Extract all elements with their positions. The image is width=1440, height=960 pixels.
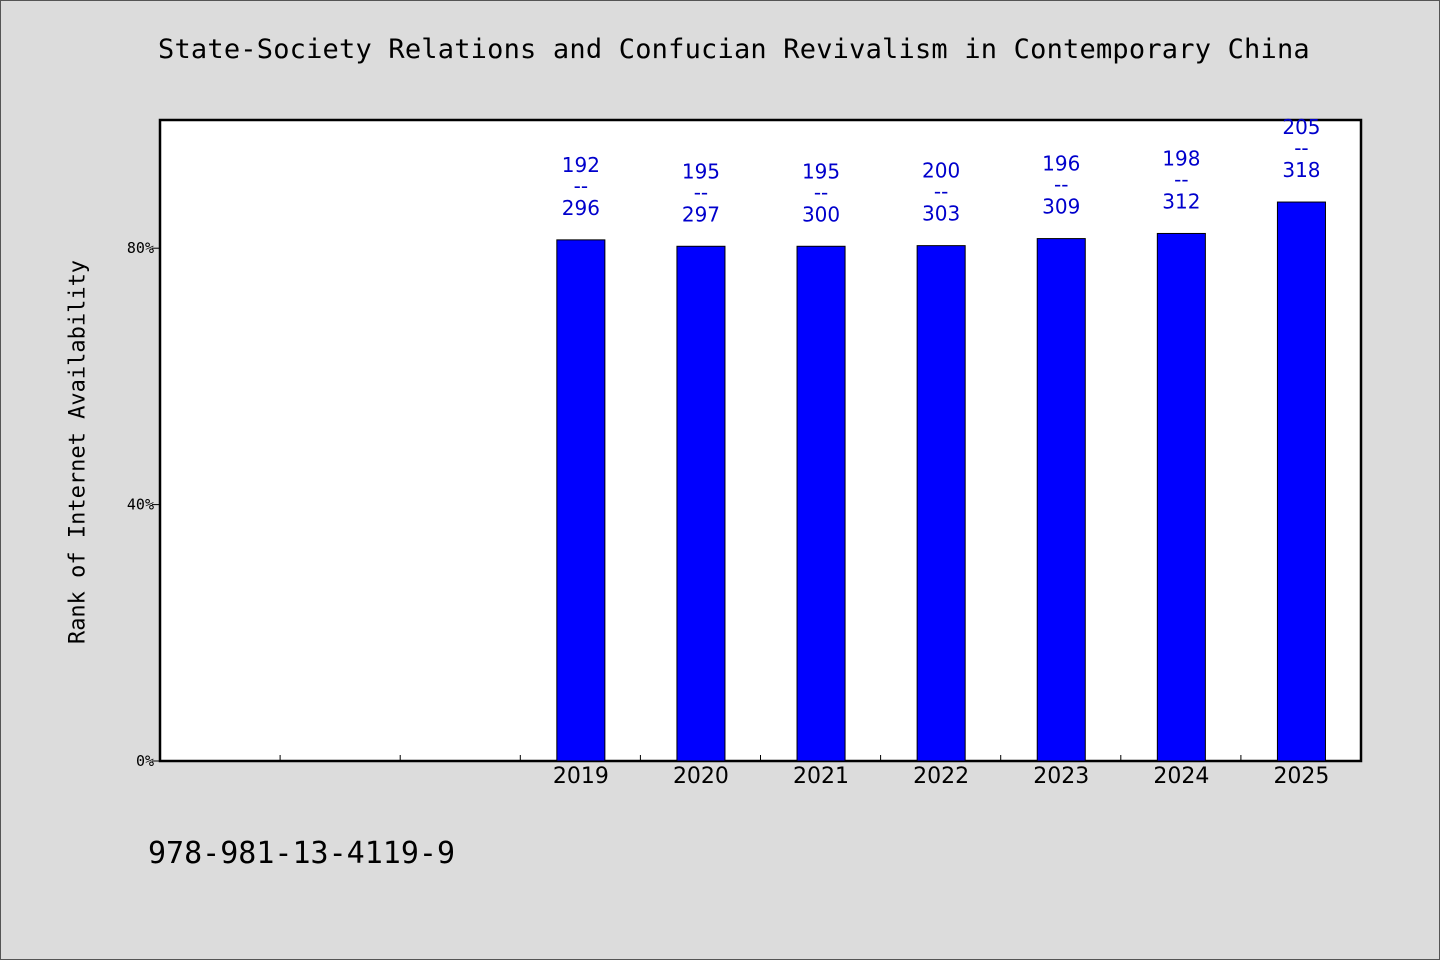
data-label-top: 200 xyxy=(922,159,960,183)
y-tick-label: 80% xyxy=(127,239,154,257)
data-label-bottom: 300 xyxy=(802,202,840,226)
bar xyxy=(1156,232,1206,762)
data-label-bottom: 312 xyxy=(1162,189,1200,213)
data-label-separator: -- xyxy=(814,180,828,204)
bar xyxy=(676,245,726,762)
data-label-separator: -- xyxy=(1054,173,1068,197)
bar xyxy=(796,245,846,762)
x-tick-label: 2023 xyxy=(1033,764,1089,789)
data-label-separator: -- xyxy=(694,180,708,204)
chart-title: State-Society Relations and Confucian Re… xyxy=(158,34,1310,65)
data-label-separator: -- xyxy=(1294,136,1308,160)
data-label-separator: -- xyxy=(934,180,948,204)
data-label-bottom: 296 xyxy=(562,196,600,220)
x-tick-label: 2022 xyxy=(913,764,969,789)
x-tick-label: 2019 xyxy=(553,764,609,789)
data-label-top: 192 xyxy=(562,153,600,177)
data-label-top: 195 xyxy=(682,159,720,183)
data-label-bottom: 303 xyxy=(922,202,960,226)
x-tick-label: 2021 xyxy=(793,764,849,789)
data-label-bottom: 318 xyxy=(1282,158,1320,182)
data-label-top: 196 xyxy=(1042,152,1080,176)
data-label-top: 205 xyxy=(1282,115,1320,139)
bar xyxy=(1276,201,1326,762)
data-label-top: 195 xyxy=(802,159,840,183)
bar xyxy=(1036,238,1086,762)
data-label-bottom: 309 xyxy=(1042,195,1080,219)
data-label-bottom: 297 xyxy=(682,202,720,226)
data-label-top: 198 xyxy=(1162,146,1200,170)
x-tick-label: 2024 xyxy=(1153,764,1209,789)
isbn-text: 978-981-13-4119-9 xyxy=(148,836,456,871)
y-tick-label: 40% xyxy=(127,496,154,514)
data-label-separator: -- xyxy=(574,174,588,198)
bar xyxy=(916,245,966,762)
y-tick-label: 0% xyxy=(136,752,154,770)
x-tick-label: 2020 xyxy=(673,764,729,789)
data-label-separator: -- xyxy=(1174,167,1188,191)
x-tick-label: 2025 xyxy=(1273,764,1329,789)
bar xyxy=(556,239,606,762)
